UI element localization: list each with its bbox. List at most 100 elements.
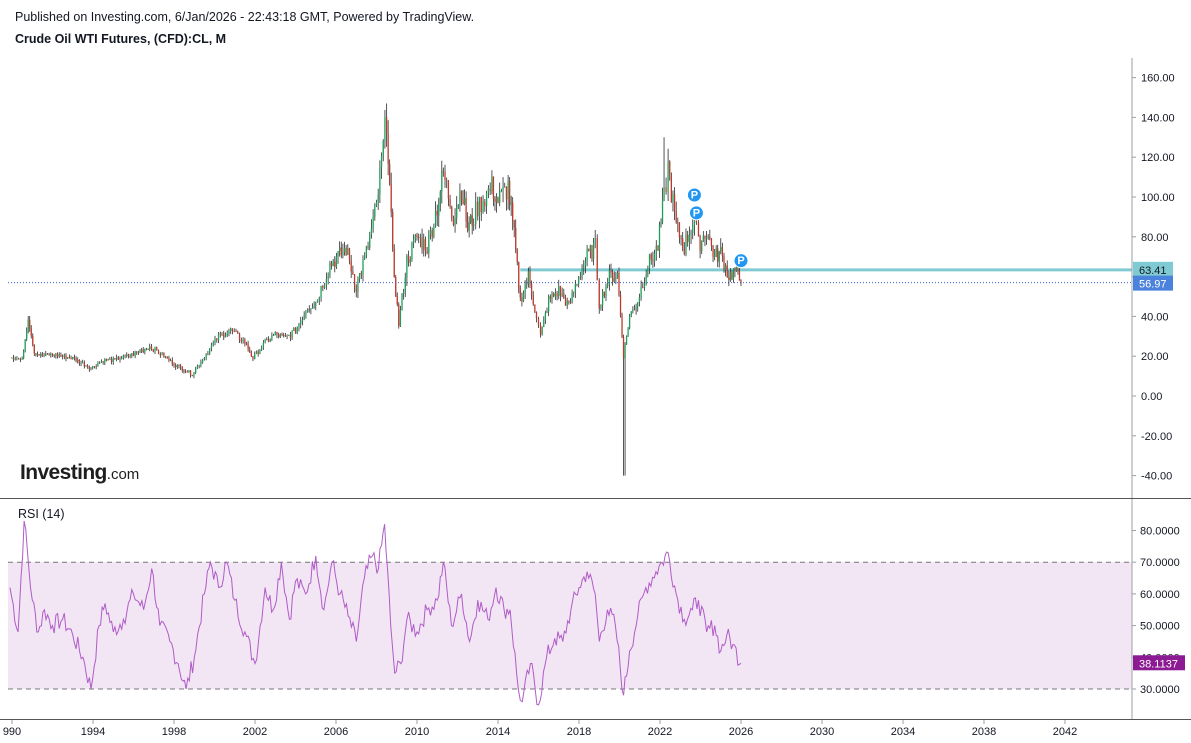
candle-body: [645, 274, 647, 284]
candle-body: [663, 187, 665, 199]
time-tick-label: 2042: [1053, 726, 1077, 738]
candle-body: [181, 367, 183, 371]
time-tick-label: 1994: [81, 726, 105, 738]
candle-body: [318, 297, 320, 300]
candle-body: [144, 348, 146, 352]
candle-body: [621, 315, 623, 338]
candle-body: [75, 358, 77, 362]
candle-body: [530, 283, 533, 296]
candle-body: [183, 370, 185, 372]
candle-body: [161, 352, 163, 356]
candle-body: [323, 284, 326, 288]
candle-body: [682, 238, 684, 248]
candle-body: [293, 327, 295, 331]
candle-body: [541, 326, 543, 335]
candle-body: [58, 354, 60, 357]
candle-body: [308, 309, 310, 311]
candle-body: [14, 359, 16, 360]
candle-body: [568, 300, 570, 302]
candle-body: [110, 359, 113, 362]
candle-body: [518, 262, 520, 289]
candle-body: [372, 216, 374, 229]
candle-body: [244, 339, 246, 344]
candle-body: [367, 246, 369, 248]
pivot-marker[interactable]: [733, 253, 749, 269]
candle-body: [169, 360, 172, 361]
candle-body: [353, 274, 356, 287]
candle-body: [29, 319, 31, 329]
candle-body: [658, 224, 661, 251]
candle-body: [147, 348, 149, 350]
candle-body: [669, 161, 671, 175]
price-tick-label: 100.00: [1141, 192, 1175, 204]
candle-body: [513, 221, 515, 228]
candle-body: [289, 334, 292, 338]
candle-body: [478, 196, 481, 217]
candle-body: [380, 155, 383, 168]
candle-body: [482, 201, 484, 213]
candle-body: [60, 354, 62, 357]
candle-body: [266, 339, 268, 340]
candle-body: [212, 342, 214, 346]
candle-body: [444, 171, 446, 181]
candle-body: [610, 270, 612, 273]
candle-body: [438, 202, 440, 216]
candle-body: [355, 286, 357, 292]
candle-body: [121, 358, 123, 360]
candle-body: [105, 358, 108, 361]
candle-body: [402, 291, 405, 295]
candle-body: [286, 335, 288, 337]
candle-body: [235, 331, 237, 333]
candle-body: [11, 357, 13, 359]
candle-body: [347, 248, 349, 255]
pivot-marker[interactable]: [688, 205, 704, 221]
candle-body: [657, 245, 659, 251]
candle-body: [454, 218, 456, 226]
candle-body: [508, 181, 511, 205]
candle-body: [447, 181, 450, 199]
candle-body: [655, 245, 657, 254]
candle-body: [26, 330, 28, 340]
candle-body: [95, 366, 97, 368]
candle-body: [512, 202, 514, 222]
candle-body: [316, 299, 319, 303]
candle-body: [298, 324, 300, 328]
time-tick-label: 2026: [729, 726, 753, 738]
candle-body: [279, 334, 281, 338]
candle-body: [551, 293, 553, 299]
candle-body: [250, 352, 253, 357]
candle-body: [632, 309, 634, 312]
chart-title: Crude Oil WTI Futures, (CFD):CL, M: [15, 32, 227, 46]
candle-body: [22, 351, 25, 359]
candle-body: [277, 334, 280, 338]
price-tick-label: 0.00: [1141, 391, 1162, 403]
candle-body: [667, 161, 669, 192]
candle-body: [307, 309, 309, 313]
candle-body: [471, 215, 473, 226]
candle-body: [332, 261, 334, 266]
candle-body: [271, 335, 273, 340]
candle-body: [411, 242, 413, 260]
candle-body: [724, 265, 727, 270]
candle-body: [573, 291, 575, 293]
candle-body: [554, 293, 557, 297]
candle-body: [296, 327, 298, 334]
candle-body: [35, 353, 37, 356]
candle-body: [648, 254, 651, 269]
time-tick-label: 2010: [405, 726, 429, 738]
candle-body: [198, 365, 200, 367]
candle-body: [104, 358, 106, 363]
time-tick-label: 2002: [243, 726, 267, 738]
candle-body: [714, 254, 716, 257]
candle-body: [114, 358, 116, 359]
candle-body: [240, 339, 242, 342]
candle-body: [257, 351, 259, 355]
candle-body: [150, 346, 153, 350]
candle-body: [699, 236, 701, 252]
pivot-marker[interactable]: [686, 187, 702, 203]
candle-body: [385, 117, 388, 134]
candle-body: [596, 238, 598, 281]
investing-logo: Investing.com: [20, 461, 139, 485]
candle-body: [539, 325, 542, 335]
